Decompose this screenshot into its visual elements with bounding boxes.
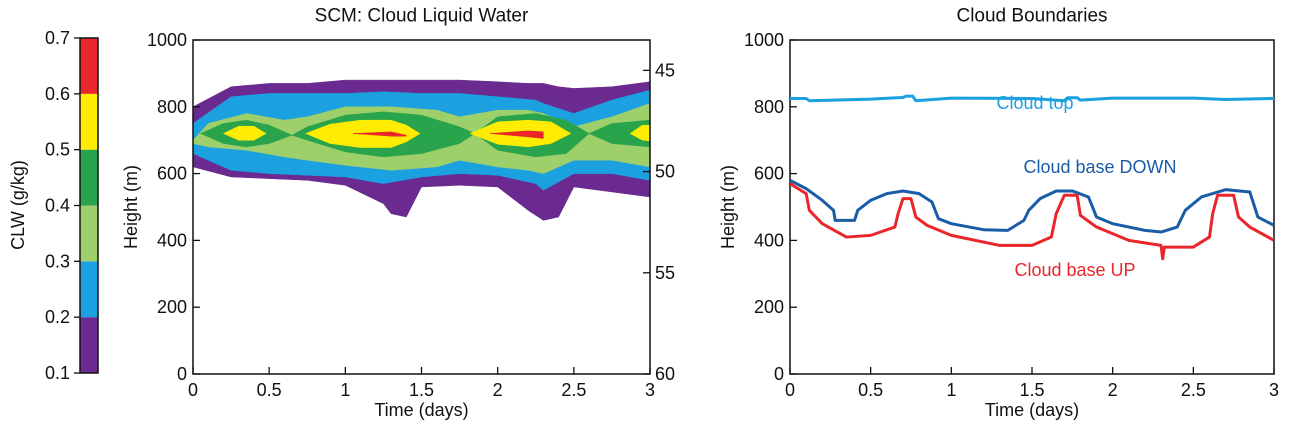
series-label: Cloud top bbox=[996, 93, 1073, 113]
x-tick-label: 0 bbox=[785, 380, 795, 400]
x-tick-label: 2.5 bbox=[561, 380, 586, 400]
y-tick-label: 0 bbox=[177, 364, 187, 384]
y-tick-label: 200 bbox=[754, 297, 784, 317]
y-tick-label: 400 bbox=[754, 230, 784, 250]
y2-tick-label: 60 bbox=[655, 364, 675, 384]
colorbar-band bbox=[80, 93, 98, 150]
x-tick-label: 1 bbox=[340, 380, 350, 400]
contour-band bbox=[222, 119, 650, 148]
x-tick-label: 0.5 bbox=[858, 380, 883, 400]
colorbar-band bbox=[80, 261, 98, 318]
x-tick-label: 1.5 bbox=[1019, 380, 1044, 400]
x-tick-label: 2 bbox=[1108, 380, 1118, 400]
y-tick-label: 1000 bbox=[147, 30, 187, 50]
y-tick-label: 400 bbox=[157, 230, 187, 250]
y-tick-label: 800 bbox=[157, 97, 187, 117]
x-tick-label: 1.5 bbox=[409, 380, 434, 400]
y-tick-label: 600 bbox=[157, 164, 187, 184]
x-tick-label: 3 bbox=[645, 380, 655, 400]
colorbar-band bbox=[80, 149, 98, 206]
colorbar-tick-label: 0.6 bbox=[45, 84, 70, 104]
colorbar-tick-label: 0.7 bbox=[45, 28, 70, 48]
chart-title: Cloud Boundaries bbox=[956, 6, 1107, 27]
x-tick-label: 1 bbox=[946, 380, 956, 400]
colorbar-tick-label: 0.3 bbox=[45, 251, 70, 271]
x-tick-label: 2.5 bbox=[1181, 380, 1206, 400]
x-tick-label: 3 bbox=[1269, 380, 1279, 400]
contour-layer bbox=[193, 79, 650, 221]
series-line bbox=[790, 94, 1274, 103]
y-axis-label: Height (m) bbox=[718, 165, 738, 249]
y-tick-label: 800 bbox=[754, 97, 784, 117]
colorbar-tick-label: 0.4 bbox=[45, 196, 70, 216]
contour-band bbox=[352, 130, 544, 139]
y-tick-label: 0 bbox=[774, 364, 784, 384]
series-label: Cloud base UP bbox=[1014, 260, 1135, 280]
x-tick-label: 2 bbox=[493, 380, 503, 400]
line-layer bbox=[790, 94, 1274, 261]
x-tick-label: 0 bbox=[188, 380, 198, 400]
colorbar-band bbox=[80, 317, 98, 373]
colorbar-tick-label: 0.1 bbox=[45, 363, 70, 383]
colorbar-tick-label: 0.2 bbox=[45, 307, 70, 327]
x-tick-label: 0.5 bbox=[257, 380, 282, 400]
y-axis-label: Height (m) bbox=[121, 165, 141, 249]
x-axis-label: Time (days) bbox=[985, 400, 1079, 420]
y2-tick-label: 55 bbox=[655, 263, 675, 283]
y-tick-label: 600 bbox=[754, 164, 784, 184]
colorbar-label: CLW (g/kg) bbox=[8, 160, 28, 250]
y-tick-label: 1000 bbox=[744, 30, 784, 50]
series-line bbox=[790, 182, 1274, 261]
y2-tick-label: 50 bbox=[655, 162, 675, 182]
y2-tick-label: 45 bbox=[655, 60, 675, 80]
colorbar-tick-label: 0.5 bbox=[45, 140, 70, 160]
x-axis-label: Time (days) bbox=[374, 400, 468, 420]
series-line bbox=[790, 178, 1274, 234]
colorbar-band bbox=[80, 38, 98, 94]
y-tick-label: 200 bbox=[157, 297, 187, 317]
series-label: Cloud base DOWN bbox=[1023, 157, 1176, 177]
colorbar-band bbox=[80, 205, 98, 262]
chart-title: SCM: Cloud Liquid Water bbox=[315, 6, 529, 27]
